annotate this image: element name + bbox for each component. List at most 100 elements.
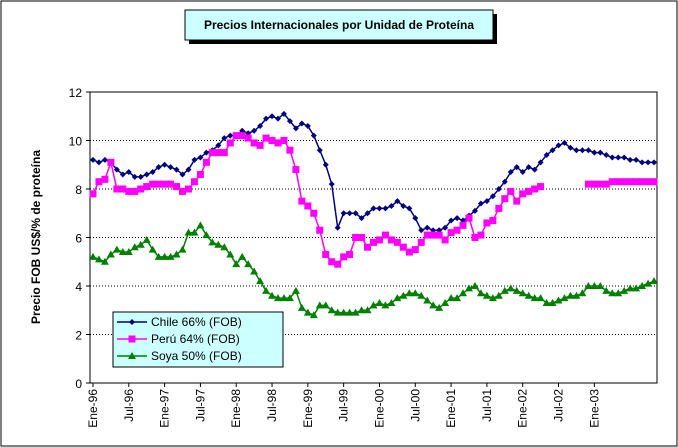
marker (405, 248, 413, 256)
marker (573, 147, 580, 154)
x-tick-label: Ene-03 (587, 389, 601, 428)
marker (125, 169, 132, 176)
marker (620, 286, 629, 294)
marker (494, 291, 503, 299)
marker (381, 301, 390, 309)
marker (112, 245, 121, 253)
marker (363, 306, 372, 314)
marker (405, 289, 414, 297)
marker (286, 118, 293, 125)
marker (113, 166, 120, 173)
marker (627, 156, 634, 163)
legend-label: Soya 50% (FOB) (151, 349, 242, 363)
marker (590, 180, 598, 188)
marker (525, 164, 532, 171)
marker (179, 187, 187, 195)
marker (579, 147, 586, 154)
marker (149, 169, 156, 176)
marker (542, 298, 551, 306)
marker (268, 291, 277, 299)
marker (441, 236, 449, 244)
marker (129, 319, 135, 325)
marker (161, 161, 168, 168)
marker (621, 154, 628, 161)
marker (274, 294, 283, 302)
marker (477, 200, 484, 207)
marker (190, 228, 199, 236)
marker (370, 238, 377, 246)
marker (626, 284, 635, 292)
y-tick-label: 6 (75, 232, 82, 246)
marker (291, 286, 300, 294)
marker (339, 308, 348, 316)
marker (369, 301, 378, 309)
marker (394, 198, 401, 205)
marker (220, 149, 228, 157)
marker (303, 308, 312, 316)
y-tick-label: 8 (75, 183, 82, 197)
chart-title: Precios Internacionales por Unidad de Pr… (204, 18, 474, 32)
marker (644, 279, 653, 287)
marker (184, 228, 193, 236)
marker (286, 146, 294, 154)
x-tick-label: Ene-97 (158, 389, 172, 428)
marker (537, 159, 544, 166)
marker (257, 122, 264, 129)
marker (364, 210, 371, 217)
marker (154, 252, 163, 260)
marker (513, 164, 520, 171)
marker (184, 185, 192, 193)
marker (370, 205, 377, 212)
marker (501, 195, 509, 203)
marker (375, 298, 384, 306)
marker (101, 156, 108, 163)
marker (500, 286, 509, 294)
marker (172, 250, 181, 258)
marker (578, 289, 587, 297)
marker (476, 289, 485, 297)
marker (197, 154, 204, 161)
marker (501, 178, 508, 185)
marker (608, 178, 616, 186)
marker (328, 181, 335, 188)
marker (429, 301, 438, 309)
marker (89, 190, 97, 198)
marker (400, 202, 407, 209)
marker (459, 221, 467, 229)
marker (519, 169, 526, 176)
marker (226, 139, 234, 147)
marker (464, 284, 473, 292)
marker (411, 289, 420, 297)
marker (412, 215, 419, 222)
marker (131, 173, 138, 180)
marker (215, 142, 222, 149)
marker (345, 308, 354, 316)
marker (232, 260, 241, 268)
marker (137, 185, 145, 193)
marker (495, 204, 503, 212)
marker (626, 178, 634, 186)
marker (208, 238, 217, 246)
marker (411, 246, 419, 254)
marker (220, 243, 229, 251)
marker (417, 238, 425, 246)
marker (214, 240, 223, 248)
marker (388, 202, 395, 209)
marker (358, 234, 366, 241)
marker (650, 277, 659, 285)
marker (137, 173, 144, 180)
marker (309, 311, 318, 319)
marker (118, 248, 127, 256)
marker (321, 301, 330, 309)
marker (340, 253, 348, 261)
legend-label: Perú 64% (FOB) (151, 332, 240, 346)
marker (304, 202, 312, 210)
x-tick-label: Jul-97 (193, 389, 207, 422)
x-tick-label: Jul-00 (408, 389, 422, 422)
marker (95, 178, 103, 186)
x-tick-label: Jul-96 (122, 389, 136, 422)
marker (94, 255, 103, 263)
marker (513, 197, 521, 205)
marker (447, 229, 455, 237)
